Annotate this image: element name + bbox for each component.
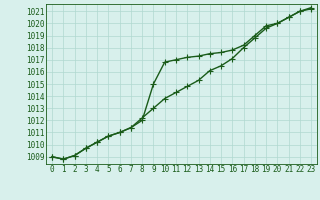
Text: Graphe pression niveau de la mer (hPa): Graphe pression niveau de la mer (hPa) bbox=[41, 183, 279, 193]
